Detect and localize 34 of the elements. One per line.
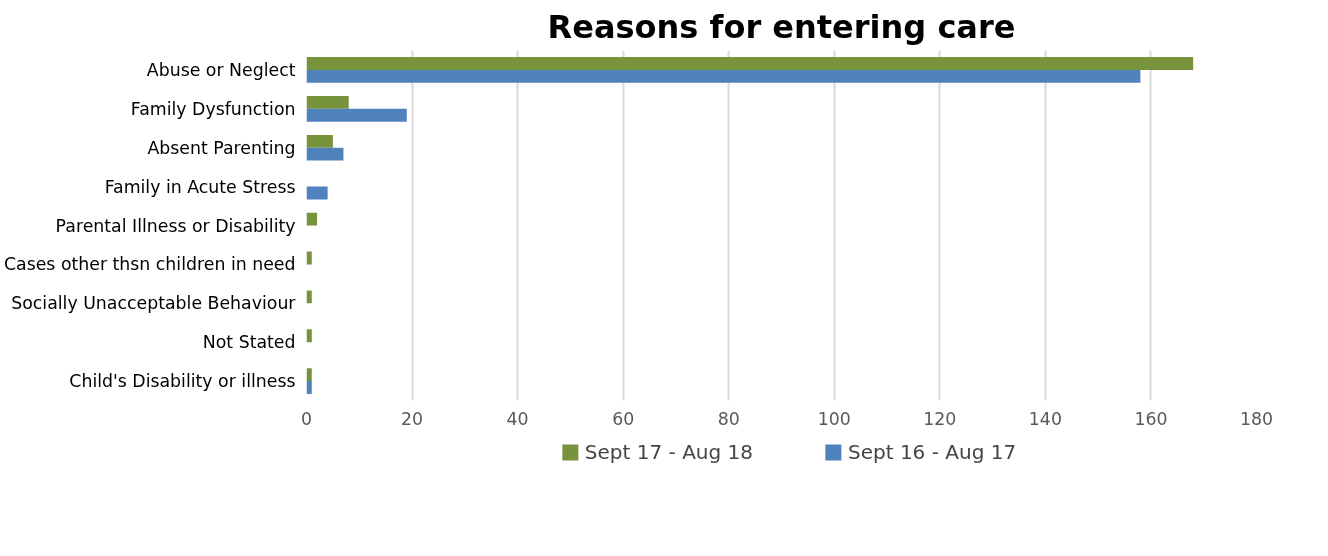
y-tick-label: Family in Acute Stress <box>104 176 296 197</box>
bar <box>306 290 312 304</box>
legend-label: Sept 17 - Aug 18 <box>584 440 753 464</box>
y-tick-label: Cases other thsn children in need <box>3 254 296 275</box>
x-tick-label: 100 <box>817 408 851 429</box>
bar <box>306 147 344 161</box>
x-tick-label: 140 <box>1028 408 1062 429</box>
bar <box>306 69 1141 83</box>
y-tick-label: Socially Unacceptable Behaviour <box>11 293 297 314</box>
legend-label: Sept 16 - Aug 17 <box>848 440 1017 464</box>
bar <box>306 57 1194 70</box>
bar <box>306 381 312 394</box>
x-tick-label: 60 <box>612 408 635 429</box>
x-tick-label: 40 <box>506 408 529 429</box>
y-tick-label: Absent Parenting <box>147 137 296 158</box>
bar <box>306 212 318 226</box>
bar <box>306 96 349 109</box>
bar <box>306 368 312 382</box>
x-tick-label: 160 <box>1134 408 1168 429</box>
x-tick-label: 180 <box>1239 408 1274 429</box>
y-tick-label: Child's Disability or illness <box>69 371 296 392</box>
bar <box>306 134 333 148</box>
x-tick-label: 20 <box>401 408 424 429</box>
y-tick-label: Not Stated <box>202 332 296 353</box>
x-tick-label: 120 <box>923 408 957 429</box>
x-tick-label: 80 <box>717 408 740 429</box>
y-tick-label: Abuse or Neglect <box>146 59 296 80</box>
y-tick-label: Family Dysfunction <box>130 98 296 119</box>
chart-title: Reasons for entering care <box>547 7 1016 46</box>
y-tick-label: Parental Illness or Disability <box>55 215 296 236</box>
bar <box>306 186 328 200</box>
x-tick-label: 0 <box>300 408 313 429</box>
bar <box>306 329 312 343</box>
bar <box>306 108 407 122</box>
